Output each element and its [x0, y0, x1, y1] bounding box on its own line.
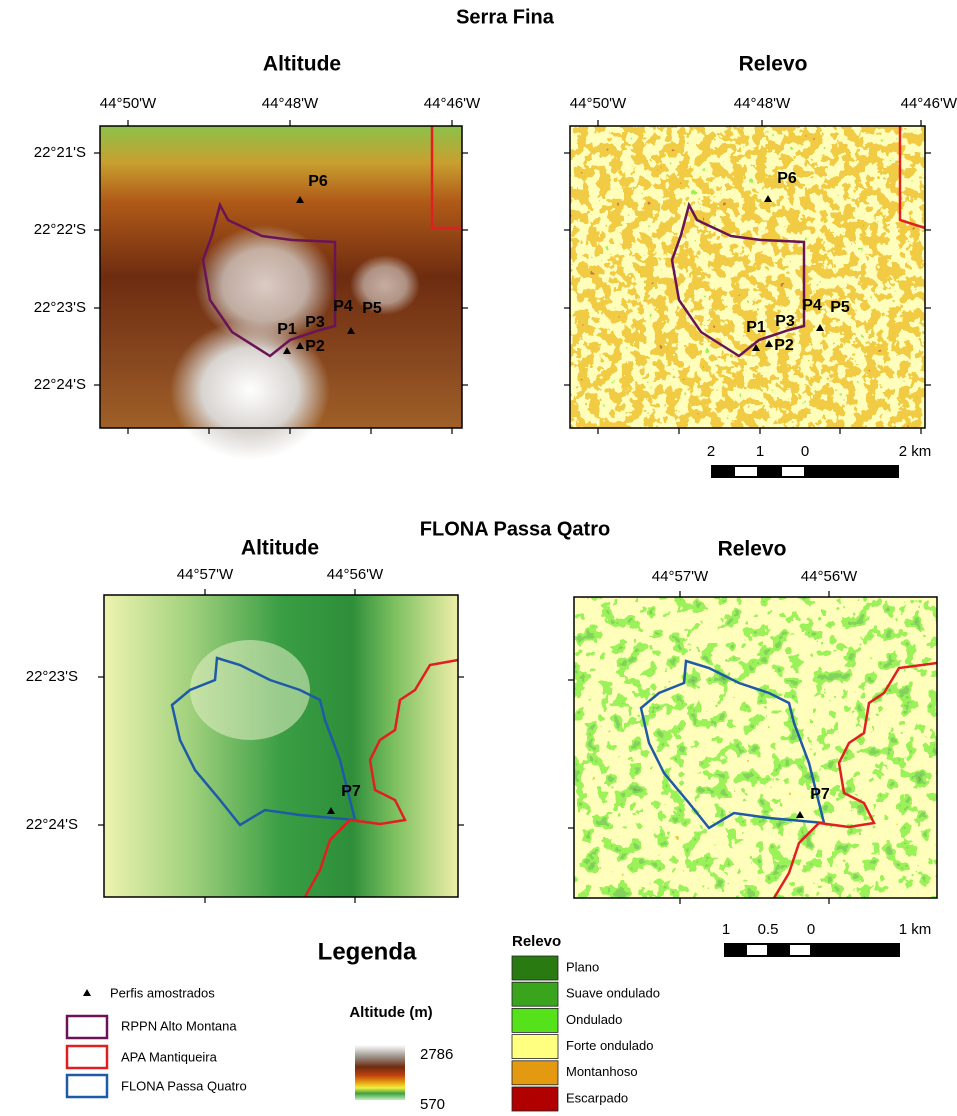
y-label: 22°24'S — [34, 376, 86, 393]
panel-title: Altitude — [263, 53, 341, 76]
x-label: 44°46'W — [424, 95, 481, 112]
point-label: P2 — [774, 337, 794, 354]
x-label: 44°57'W — [652, 568, 709, 585]
y-label: 22°24'S — [26, 816, 78, 833]
point-label: P2 — [305, 338, 325, 355]
point-label: P7 — [810, 786, 830, 803]
scale-label: 1 — [756, 443, 764, 460]
point-label: P7 — [341, 783, 361, 800]
scale-label: 0 — [807, 921, 815, 938]
x-label: 44°57'W — [177, 566, 234, 583]
panel-title: Altitude — [241, 537, 319, 560]
scale-label: 2 km — [899, 443, 932, 460]
legend-symbol — [83, 989, 91, 996]
altitude-max: 2786 — [420, 1046, 453, 1063]
relevo-swatch — [512, 1035, 558, 1059]
relevo-title: Relevo — [512, 933, 561, 950]
x-label: 44°56'W — [801, 568, 858, 585]
scale-bar — [724, 943, 900, 957]
relevo-swatch — [512, 956, 558, 980]
y-label: 22°23'S — [26, 668, 78, 685]
point-label: P3 — [775, 313, 795, 330]
legend-label: Perfis amostrados — [110, 985, 215, 1000]
scale-label: 1 — [722, 921, 730, 938]
relevo-swatch — [512, 1008, 558, 1032]
x-label: 44°50'W — [100, 95, 157, 112]
point-label: P6 — [308, 173, 328, 190]
x-label: 44°46'W — [901, 95, 957, 112]
panel-title: Relevo — [718, 538, 787, 561]
scale-label: 0.5 — [758, 921, 779, 938]
legend-symbol — [67, 1075, 107, 1097]
point-label: P3 — [305, 314, 325, 331]
y-label: 22°21'S — [34, 144, 86, 161]
legend-title: Legenda — [318, 938, 417, 965]
section-title: Serra Fina — [456, 6, 555, 28]
section-title: FLONA Passa Qatro — [420, 518, 610, 540]
scale-bar — [711, 465, 899, 478]
map-altitude — [94, 120, 468, 460]
relevo-label: Escarpado — [566, 1090, 628, 1105]
map-relevo — [568, 591, 937, 904]
map-altitude — [98, 589, 464, 903]
panel-title: Relevo — [739, 53, 808, 76]
legend-label: FLONA Passa Quatro — [121, 1078, 247, 1093]
relevo-label: Forte ondulado — [566, 1038, 653, 1053]
relevo-swatch — [512, 1087, 558, 1111]
x-label: 44°56'W — [327, 566, 384, 583]
relevo-label: Suave ondulado — [566, 986, 660, 1001]
relevo-legend: Plano Suave ondulado Ondulado Forte ondulad… — [512, 956, 660, 1111]
legend-symbol — [67, 1016, 107, 1038]
legend-symbol — [67, 1046, 107, 1068]
altitude-ramp — [355, 1045, 405, 1100]
legend-label: APA Mantiqueira — [121, 1049, 218, 1064]
y-label: 22°22'S — [34, 221, 86, 238]
legend-label: RPPN Alto Montana — [121, 1018, 237, 1033]
point-label: P4 — [802, 297, 822, 314]
y-label: 22°23'S — [34, 299, 86, 316]
point-label: P4 — [333, 298, 353, 315]
altitude-title: Altitude (m) — [349, 1004, 432, 1021]
point-label: P6 — [777, 170, 797, 187]
point-label: P5 — [830, 299, 850, 316]
scale-label: 0 — [801, 443, 809, 460]
x-label: 44°50'W — [570, 95, 627, 112]
relevo-label: Plano — [566, 959, 599, 974]
figure: Serra Fina Altitude Relevo 44°50'W 44°48… — [0, 0, 957, 1116]
relevo-swatch — [512, 1061, 558, 1085]
point-label: P1 — [746, 319, 766, 336]
scale-label: 2 — [707, 443, 715, 460]
point-label: P5 — [362, 300, 382, 317]
point-label: P1 — [277, 321, 297, 338]
relevo-label: Ondulado — [566, 1012, 622, 1027]
scale-label: 1 km — [899, 921, 932, 938]
x-label: 44°48'W — [262, 95, 319, 112]
relevo-label: Montanhoso — [566, 1064, 638, 1079]
relevo-swatch — [512, 982, 558, 1006]
map-relevo — [564, 120, 931, 434]
x-label: 44°48'W — [734, 95, 791, 112]
altitude-min: 570 — [420, 1096, 445, 1113]
